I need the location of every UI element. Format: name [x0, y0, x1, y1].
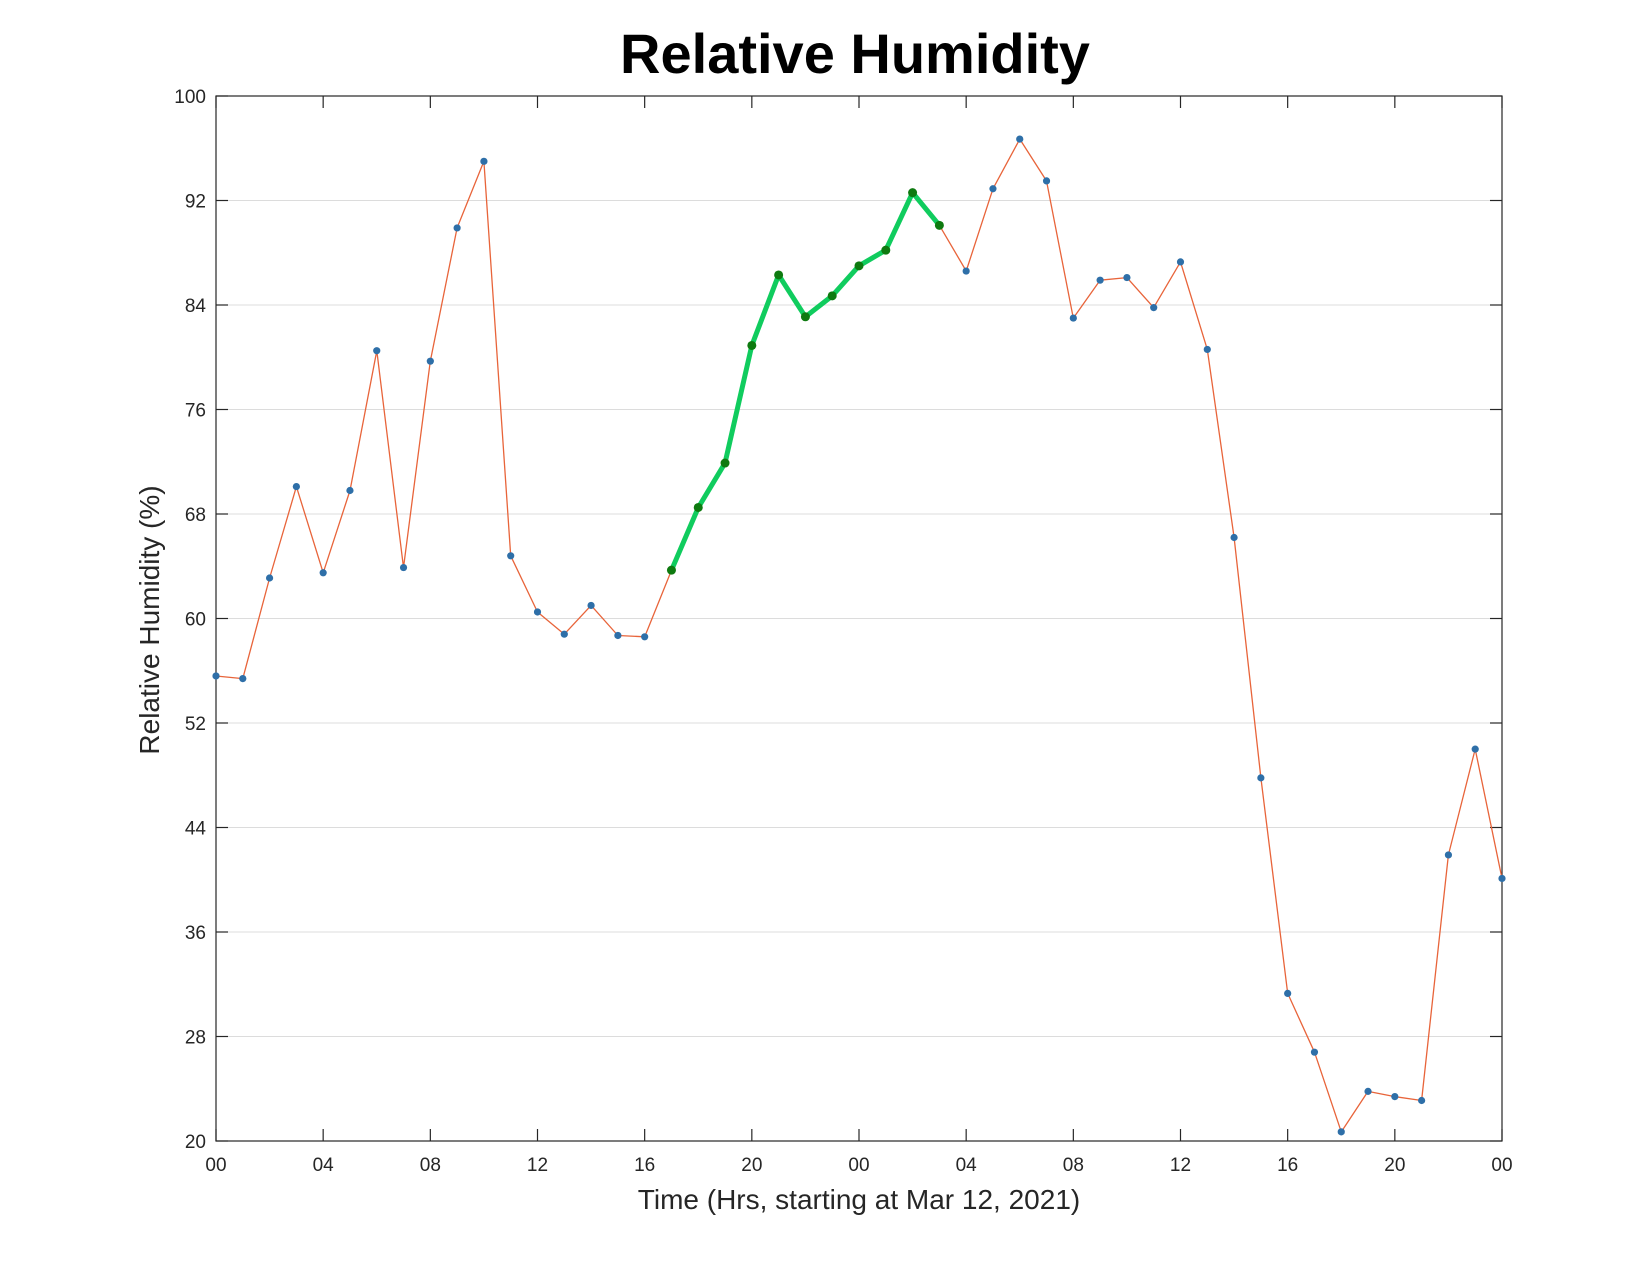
data-point	[1123, 273, 1131, 282]
data-point	[560, 630, 568, 638]
data-point	[1391, 1092, 1399, 1101]
data-point	[346, 486, 354, 495]
data-point	[533, 608, 542, 616]
data-point	[1096, 276, 1104, 284]
x-tick-label: 08	[1063, 1155, 1084, 1176]
y-tick-label: 60	[185, 610, 206, 631]
data-point	[480, 157, 488, 165]
data-point	[292, 482, 300, 491]
y-tick-label: 68	[185, 505, 206, 526]
x-tick-label: 20	[741, 1155, 762, 1176]
highlight-point	[693, 502, 703, 512]
y-axis-label: Relative Humidity (%)	[134, 485, 165, 754]
x-tick-label: 20	[1384, 1155, 1405, 1176]
data-point	[1042, 177, 1051, 185]
data-point	[1418, 1096, 1426, 1105]
highlight-point	[800, 312, 810, 322]
y-tick-label: 28	[185, 1028, 206, 1049]
x-tick-label: 00	[205, 1155, 226, 1176]
data-point	[1310, 1048, 1319, 1056]
highlight-point	[908, 188, 918, 198]
series-line	[215, 138, 1503, 1133]
x-axis-label: Time (Hrs, starting at Mar 12, 2021)	[638, 1184, 1080, 1215]
y-tick-label: 20	[185, 1132, 206, 1153]
highlight-point	[881, 245, 891, 255]
data-point	[212, 672, 220, 680]
x-tick-label: 12	[527, 1155, 548, 1176]
highlight-point	[934, 220, 944, 230]
gridlines	[216, 95, 1502, 1142]
data-point	[1176, 258, 1185, 266]
x-tick-label: 04	[956, 1155, 978, 1176]
data-point	[265, 574, 274, 582]
data-point	[641, 633, 649, 641]
data-point	[1471, 745, 1479, 753]
data-series	[212, 135, 1506, 1136]
y-tick-label: 36	[185, 923, 206, 944]
data-point	[1016, 135, 1024, 143]
data-point	[1498, 874, 1506, 883]
highlight-point	[774, 270, 784, 280]
highlight-point	[854, 261, 864, 271]
data-point	[1069, 314, 1077, 322]
data-point	[1364, 1087, 1372, 1095]
data-point	[453, 224, 461, 232]
data-point	[1230, 533, 1238, 542]
data-point	[1284, 989, 1292, 997]
x-tick-label: 08	[420, 1155, 441, 1176]
y-tick-label: 52	[185, 714, 206, 735]
y-tick-label: 84	[185, 296, 207, 317]
data-point	[507, 552, 515, 560]
x-tick-label: 16	[1277, 1155, 1298, 1176]
x-tick-label: 00	[848, 1155, 869, 1176]
data-point	[399, 563, 408, 572]
data-point	[614, 631, 622, 640]
highlight-point	[720, 458, 730, 468]
data-point	[1337, 1128, 1345, 1136]
data-point	[989, 185, 997, 193]
highlight-point	[747, 340, 757, 350]
data-point	[1444, 851, 1453, 859]
chart-title: Relative Humidity	[620, 22, 1090, 85]
y-tick-label: 100	[174, 87, 206, 108]
x-tick-label: 04	[313, 1155, 335, 1176]
data-point	[319, 569, 327, 577]
data-point	[1257, 774, 1265, 782]
data-point	[1150, 304, 1158, 312]
data-point	[239, 674, 247, 683]
axis-ticks	[215, 95, 1503, 1142]
y-tick-label: 76	[185, 401, 206, 422]
x-tick-label: 16	[634, 1155, 655, 1176]
x-tick-label: 12	[1170, 1155, 1191, 1176]
data-point	[1203, 345, 1211, 354]
y-tick-label: 92	[185, 192, 206, 213]
data-point	[373, 347, 381, 355]
y-tick-label: 44	[185, 819, 207, 840]
highlight-point	[827, 291, 837, 301]
data-point	[426, 357, 434, 365]
x-tick-label: 00	[1491, 1155, 1512, 1176]
highlight-point	[666, 565, 676, 575]
data-point	[962, 267, 970, 275]
data-point	[587, 601, 595, 610]
